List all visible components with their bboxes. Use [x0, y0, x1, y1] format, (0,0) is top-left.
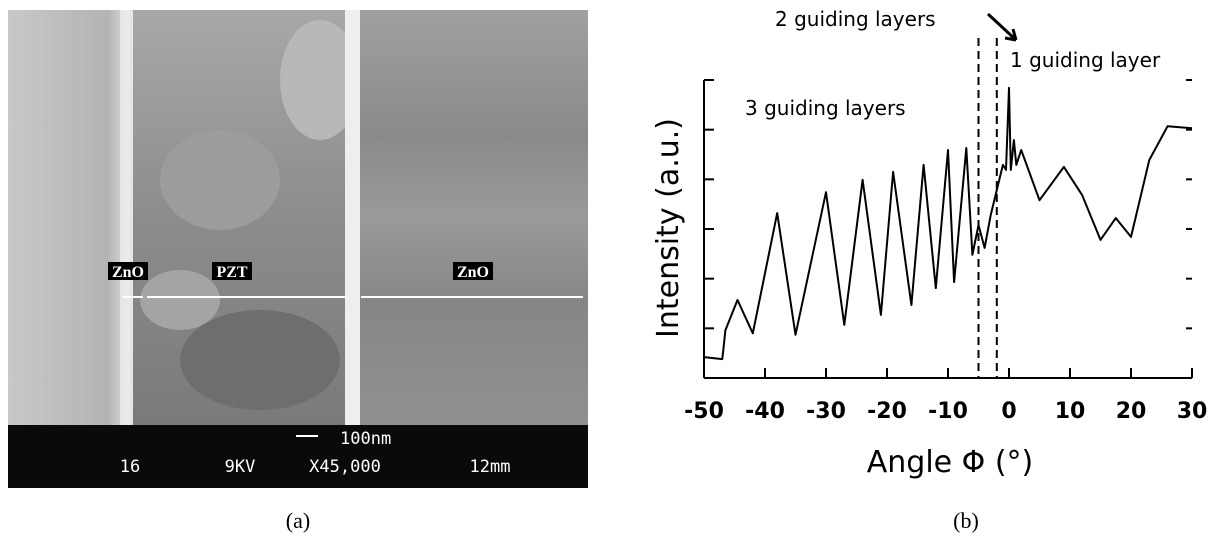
x-tick-label: 20: [1116, 399, 1147, 424]
annotation: 1 guiding layer: [1010, 48, 1161, 72]
sem-info: 16: [120, 457, 140, 477]
x-tick-label: -10: [928, 399, 968, 424]
arrow: [986, 12, 1018, 42]
x-tick-label: -40: [745, 399, 785, 424]
x-tick-label: 0: [1001, 399, 1016, 424]
label-box: [453, 262, 493, 280]
x-tick-label: 30: [1177, 399, 1208, 424]
y-axis-label: Intensity (a.u.): [651, 118, 686, 338]
caption: (b): [953, 508, 979, 533]
x-tick-label: -20: [867, 399, 907, 424]
sem-info: 9KV: [225, 457, 256, 477]
caption: (a): [286, 508, 310, 533]
x-axis-label: Angle Φ (°): [867, 445, 1033, 480]
annotation: 2 guiding layers: [775, 7, 936, 31]
sem-image: [8, 10, 588, 488]
label-box: [212, 262, 252, 280]
annotation: 3 guiding layers: [745, 96, 906, 120]
x-tick-label: -30: [806, 399, 846, 424]
layer-label: ZnO: [112, 264, 144, 281]
scale-bar-label: 100nm: [340, 429, 391, 449]
sem-info: 12mm: [470, 457, 511, 477]
x-tick-label: 10: [1055, 399, 1086, 424]
sem-info: X45,000: [309, 457, 381, 477]
data-line: [703, 86, 1193, 361]
label-box: [108, 262, 148, 280]
layer-label: ZnO: [457, 264, 489, 281]
layer-label: PZT: [216, 264, 247, 281]
x-tick-label: -50: [684, 399, 724, 424]
